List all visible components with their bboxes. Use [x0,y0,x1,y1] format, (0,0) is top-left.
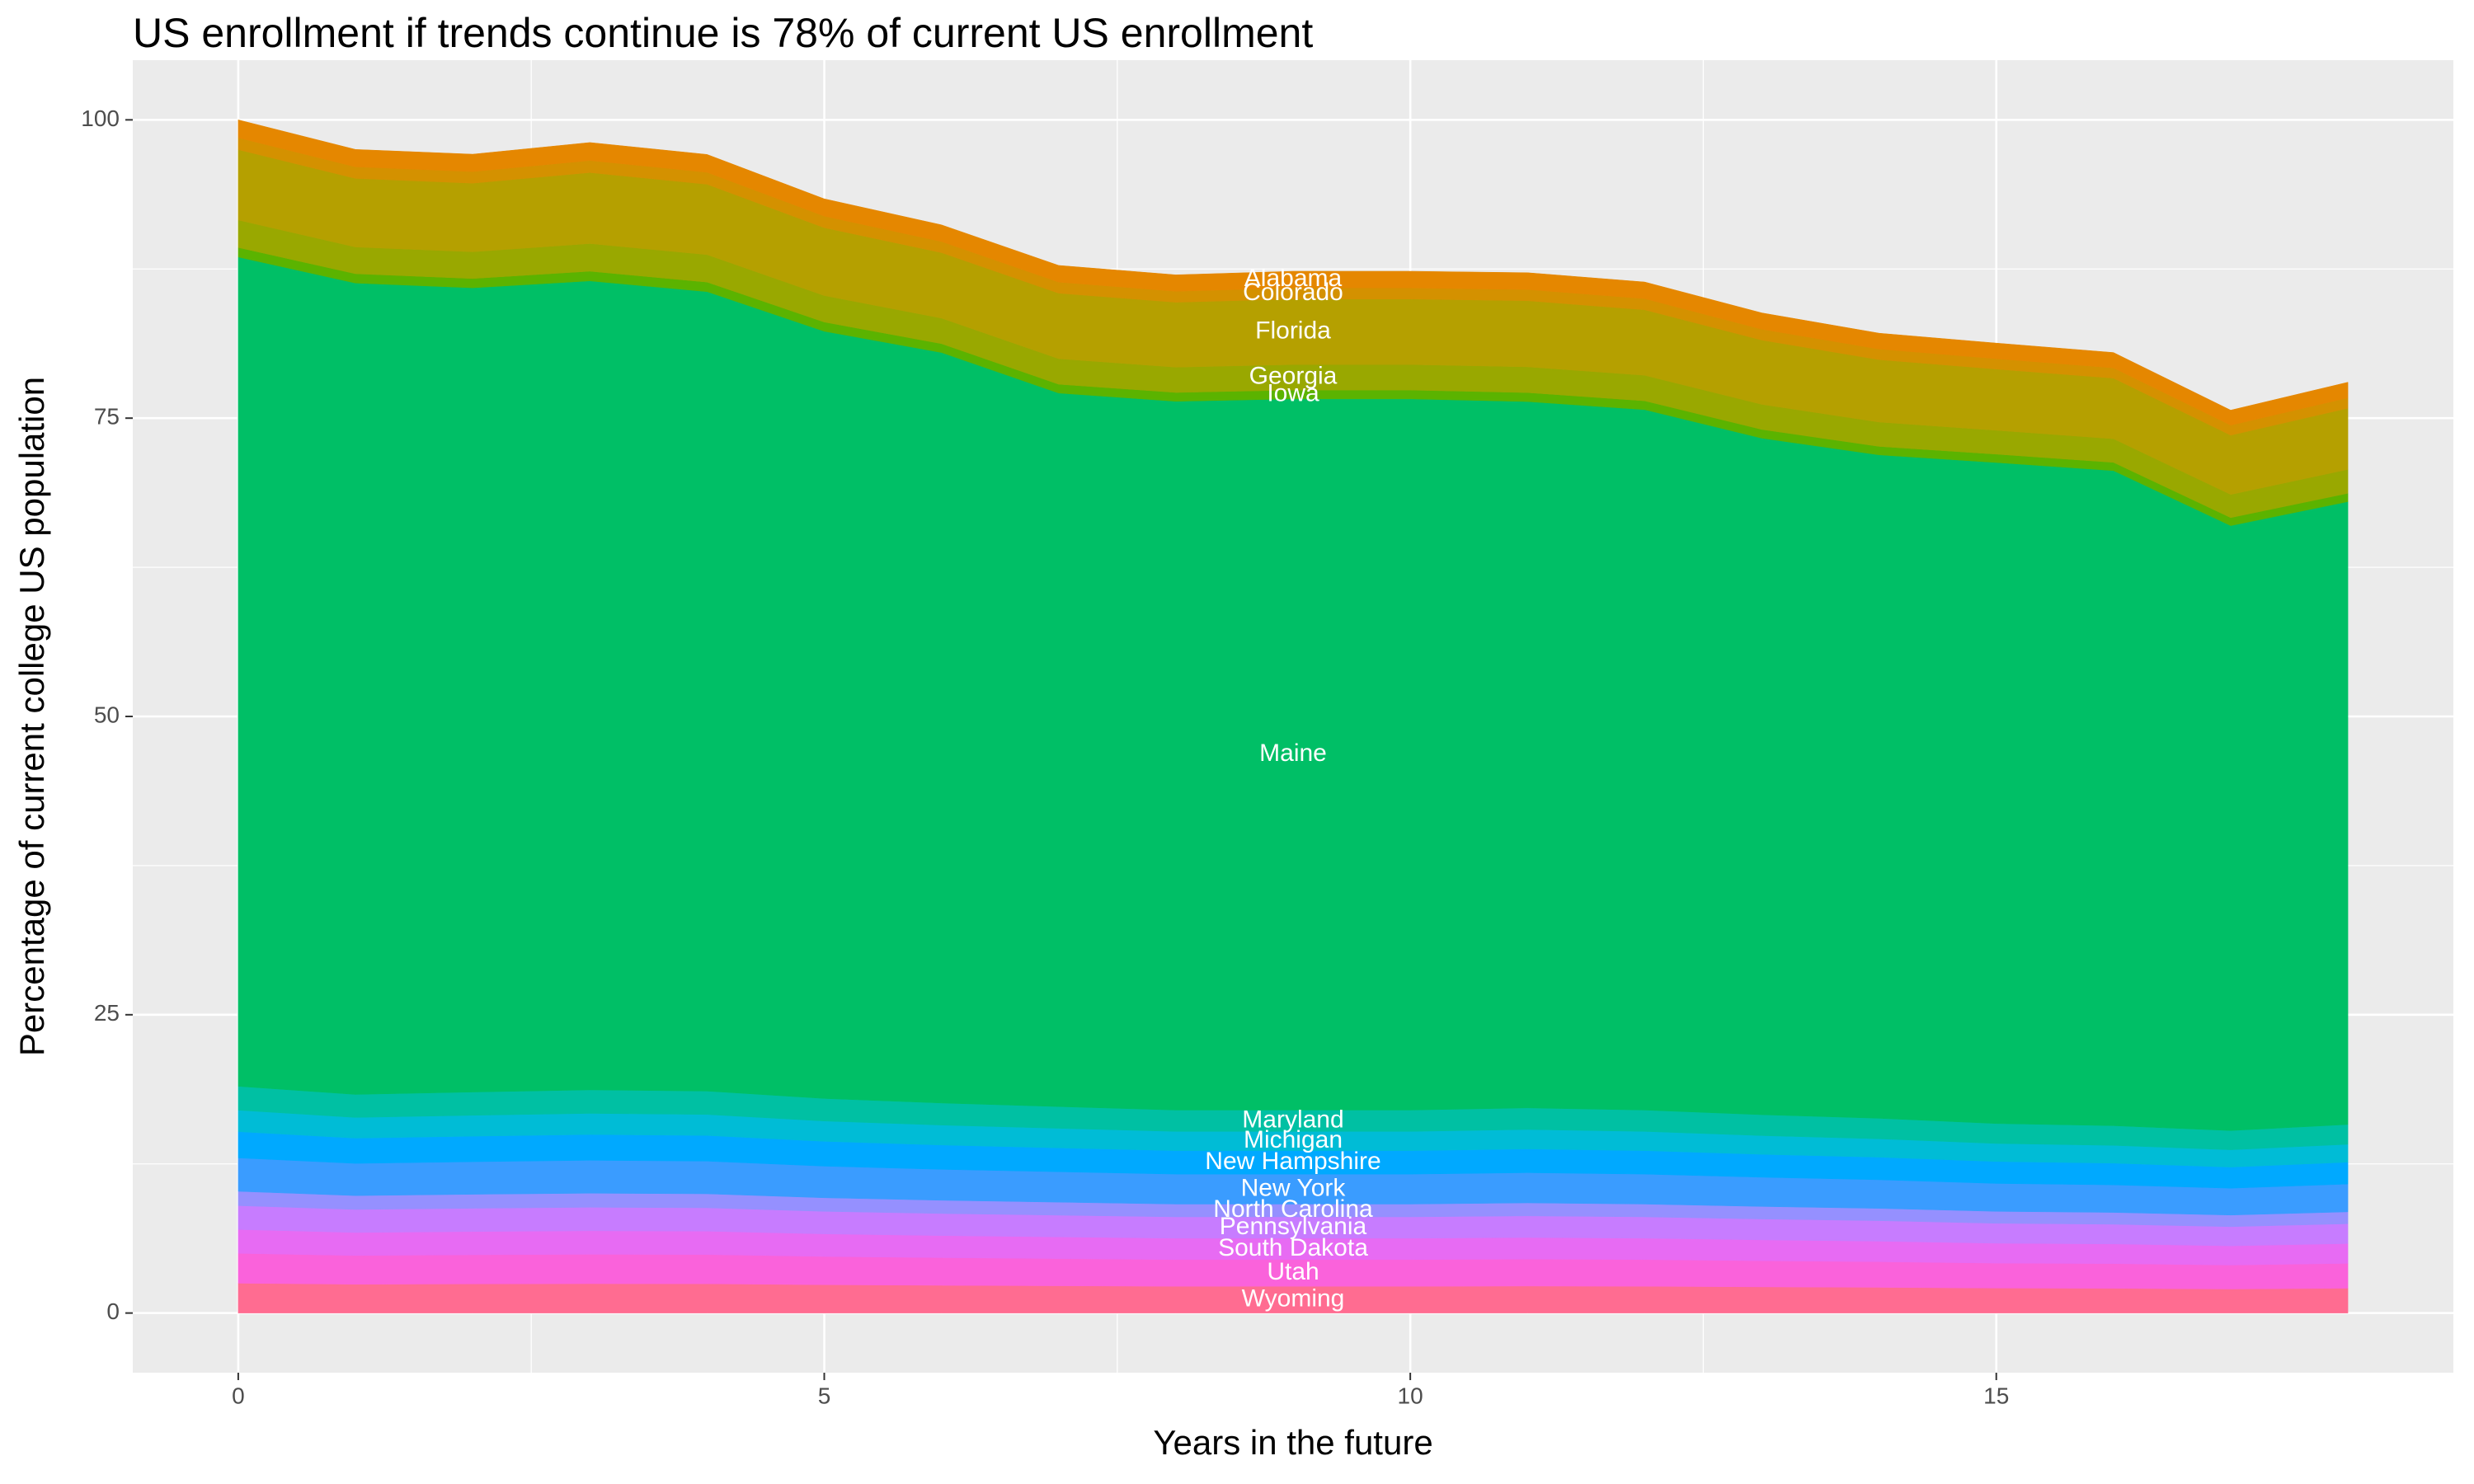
area-label: Iowa [1267,379,1319,406]
y-tick-label: 100 [81,106,120,131]
area-label: Maine [1259,740,1327,767]
area-label: Utah [1267,1258,1319,1285]
area-label: Alabama [1244,265,1343,292]
x-tick-label: 15 [1983,1383,2009,1408]
axes: 0 25 50 75 100 0 5 10 15 [81,106,2009,1409]
area-label: Wyoming [1242,1284,1345,1312]
x-tick-label: 10 [1398,1383,1423,1408]
x-tick-label: 0 [232,1383,245,1408]
area-label: Pennsylvania [1220,1213,1367,1240]
y-axis-title: Percentage of current college US populat… [12,377,51,1056]
x-tick-label: 5 [818,1383,831,1408]
area-label: New Hampshire [1205,1148,1380,1175]
area-label: South Dakota [1218,1234,1368,1261]
area-label: Florida [1255,317,1331,344]
chart-title: US enrollment if trends continue is 78% … [133,10,1313,56]
x-axis-title: Years in the future [1153,1423,1432,1462]
y-tick-label: 50 [94,702,120,727]
area-label: Michigan [1244,1126,1343,1153]
area [238,120,2349,425]
area-label: New York [1241,1174,1347,1201]
area-label: Maryland [1242,1106,1343,1133]
areas [238,120,2349,1313]
y-tick-label: 75 [94,404,120,430]
y-tick-label: 25 [94,1000,120,1026]
area-label: Georgia [1249,363,1338,390]
area-label: Colorado [1243,279,1343,306]
area-label: North Carolina [1213,1195,1373,1223]
y-tick-label: 0 [106,1298,120,1324]
